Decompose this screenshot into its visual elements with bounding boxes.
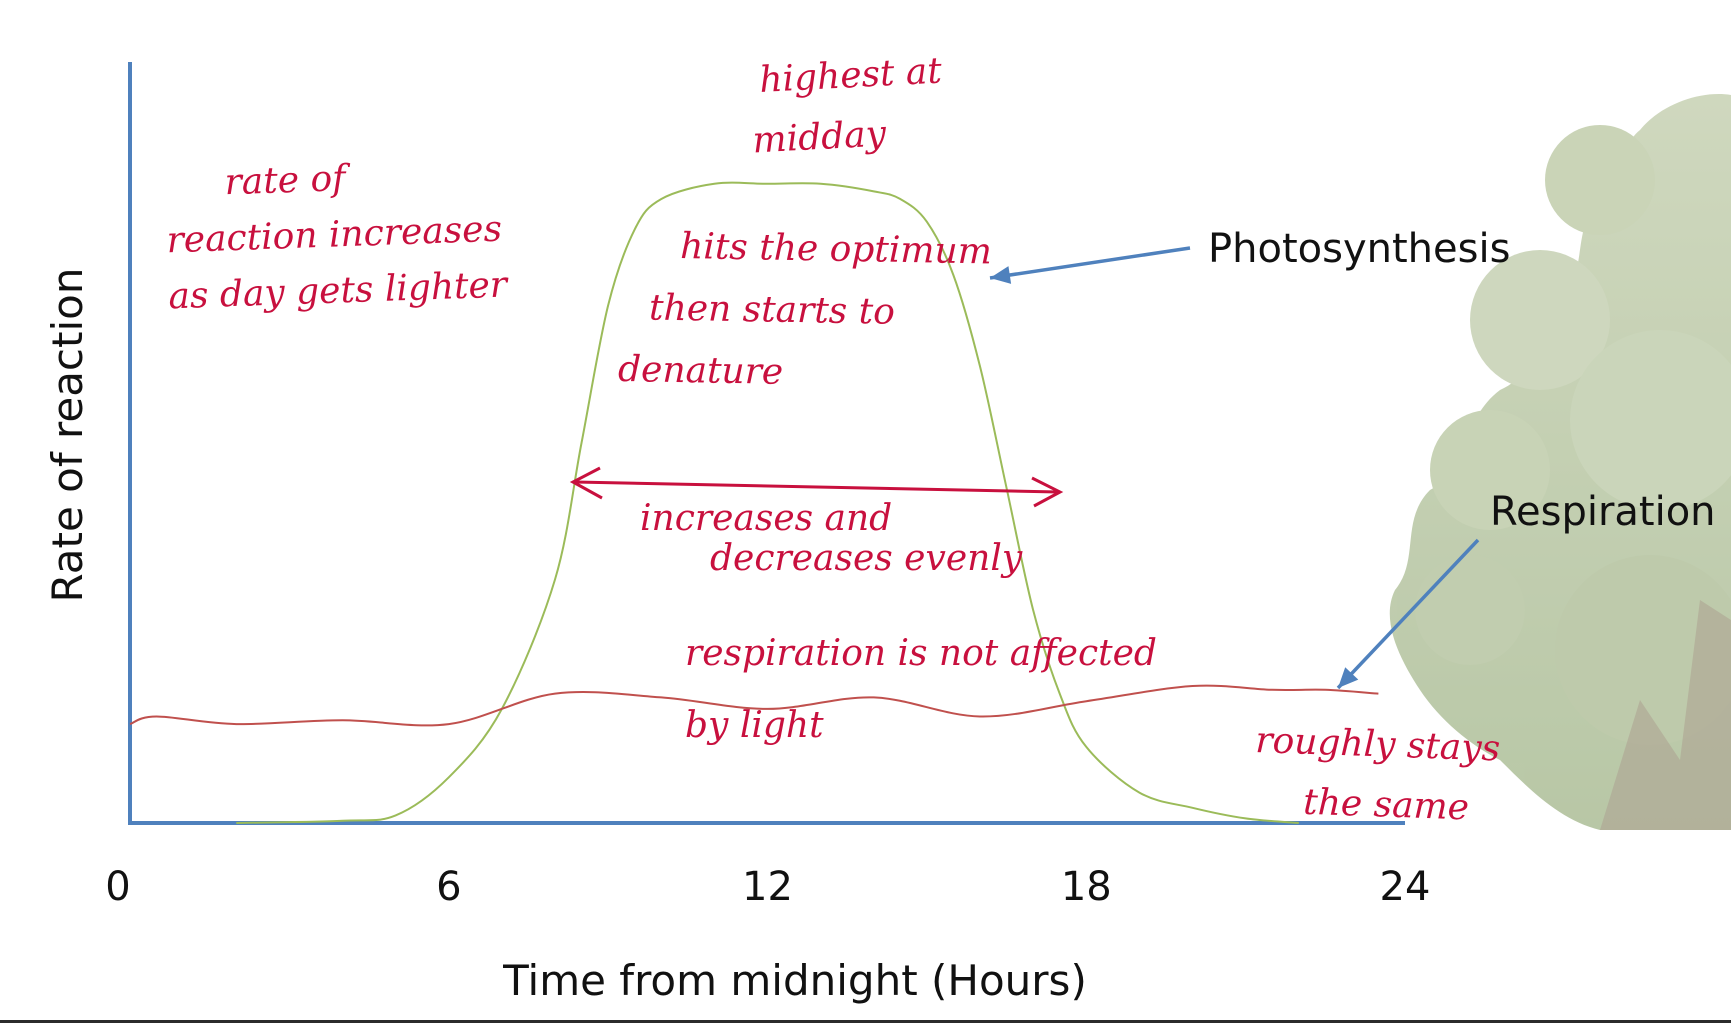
annotation-evenly-line: decreases evenly — [710, 538, 1023, 579]
annotation-same-line: the same — [1303, 782, 1470, 829]
annotation-resp: respiration is not affected by light — [685, 633, 1157, 746]
x-tick-label: 0 — [105, 864, 130, 910]
annotation-highest: highest at midday — [751, 50, 943, 161]
photosynthesis-pointer-arrow — [989, 246, 1191, 284]
x-tick-label: 18 — [1061, 864, 1112, 910]
annotation-evenly-line: increases and — [640, 498, 892, 539]
annotation-highest-line: midday — [751, 113, 887, 161]
annotation-rate-line: reaction increases — [166, 209, 503, 262]
annotation-rate-line: as day gets lighter — [168, 264, 510, 317]
x-tick-label: 6 — [436, 864, 461, 910]
annotation-same-line: roughly stays — [1255, 720, 1501, 770]
annotation-optimum-line: denature — [618, 349, 784, 393]
y-axis-title: Rate of reaction — [43, 268, 92, 603]
annotation-resp-line: by light — [685, 705, 824, 746]
photosynthesis-label: Photosynthesis — [1208, 226, 1510, 272]
annotation-optimum-line: then starts to — [649, 287, 895, 332]
x-tick-label: 12 — [742, 864, 793, 910]
double-arrow-shaft — [574, 480, 1059, 494]
photosynthesis-pointer-arrow-head — [990, 266, 1012, 284]
annotation-same: roughly stays the same — [1255, 720, 1501, 829]
annotation-highest-line: highest at — [758, 50, 943, 101]
respiration-label: Respiration — [1490, 489, 1716, 535]
annotation-optimum-line: hits the optimum — [680, 226, 992, 272]
x-tick-label: 24 — [1380, 864, 1431, 910]
respiration-pointer-arrow — [1336, 538, 1480, 690]
annotation-rate-line: rate of — [224, 158, 352, 203]
respiration-pointer-arrow-shaft — [1336, 538, 1480, 690]
x-axis-title: Time from midnight (Hours) — [502, 956, 1087, 1005]
double-arrow-right-head — [1031, 476, 1064, 508]
respiration-line — [129, 684, 1379, 727]
bottom-border — [0, 1020, 1731, 1023]
double-arrow-mark — [569, 466, 1064, 508]
tree-illustration — [1389, 94, 1731, 830]
photosynthesis-pointer-arrow-shaft — [989, 246, 1191, 280]
double-arrow-left-head — [569, 466, 603, 500]
annotation-resp-line: respiration is not affected — [685, 633, 1157, 674]
annotation-optimum: hits the optimum then starts to denature — [618, 226, 992, 393]
respiration-pointer-arrow-head — [1338, 667, 1359, 688]
